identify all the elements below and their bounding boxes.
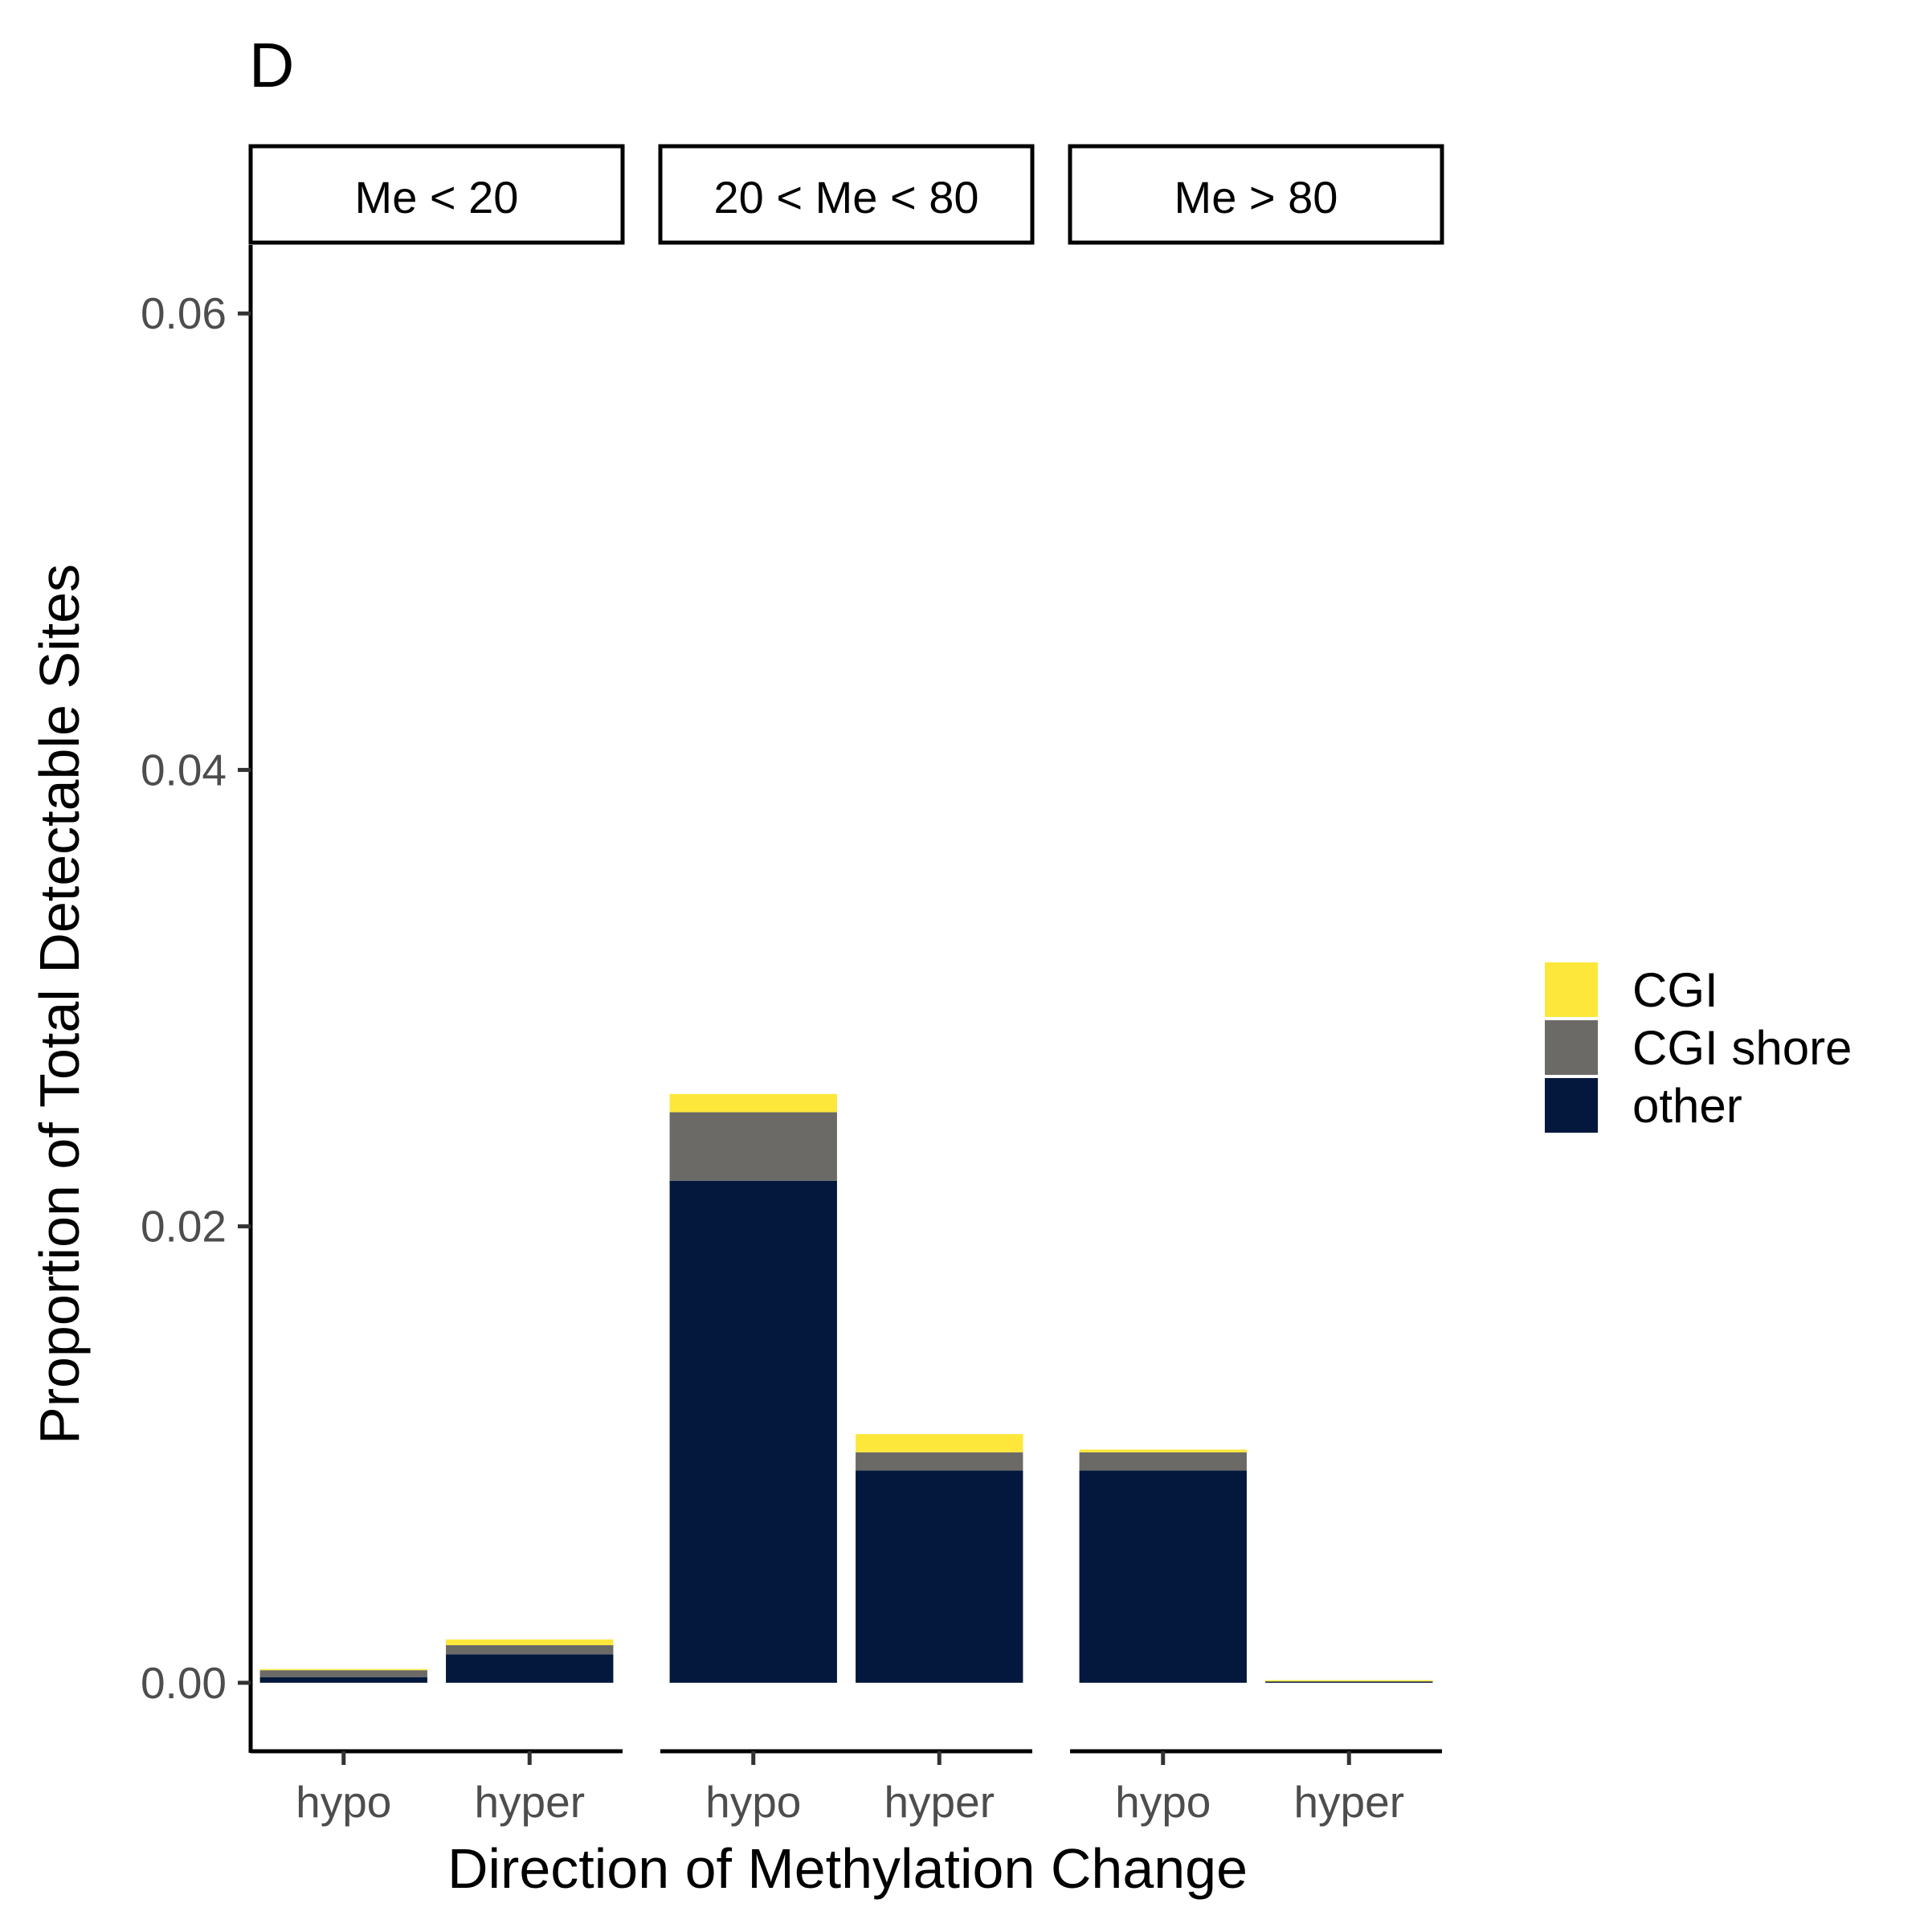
legend-swatch	[1545, 1078, 1598, 1133]
bar-segment-cgi	[856, 1434, 1023, 1452]
bar-segment-cgi-shore	[446, 1644, 614, 1655]
x-tick-label: hypo	[296, 1777, 391, 1827]
legend-swatch	[1545, 962, 1598, 1017]
y-axis: 0.00 0.02 0.04 0.06	[141, 245, 253, 1753]
x-axis-title: Direction of Methylation Change	[447, 1837, 1248, 1900]
bar-segment-other	[1265, 1681, 1433, 1683]
bar-segment-cgi	[1265, 1680, 1433, 1682]
bar-segment-cgi-shore	[259, 1670, 427, 1677]
x-tick-label: hypo	[1115, 1777, 1211, 1827]
facet-strip-label: Me > 80	[1174, 172, 1338, 223]
bar-segment-other	[446, 1654, 614, 1683]
bar-segment-other	[669, 1180, 837, 1683]
x-tick-label: hyper	[474, 1777, 585, 1827]
bar-segment-other	[1079, 1470, 1247, 1683]
panel-label: D	[249, 30, 294, 100]
bar-segment-other	[259, 1677, 427, 1683]
y-tick-label: 0.06	[141, 288, 227, 338]
y-axis-title: Proportion of Total Detectable Sites	[28, 564, 91, 1444]
facet-strip-label: 20 < Me < 80	[713, 172, 978, 223]
x-tick-label: hyper	[1293, 1777, 1404, 1827]
bar-segment-cgi	[259, 1669, 427, 1671]
facet-strip	[1068, 144, 1444, 245]
x-axes: hypo hyper hypo hyper hypo hyper	[251, 1749, 1442, 1827]
facet-strip	[658, 144, 1035, 245]
y-tick-label: 0.04	[141, 745, 227, 794]
bar-segment-cgi	[446, 1639, 614, 1645]
bars	[259, 1093, 1433, 1683]
facet-strips: Me < 20 20 < Me < 80 Me > 80	[248, 144, 1444, 245]
x-tick-label: hyper	[884, 1777, 995, 1827]
bar-segment-cgi-shore	[669, 1112, 837, 1181]
facet-strip-label: Me < 20	[355, 172, 519, 223]
bar-segment-cgi	[669, 1093, 837, 1113]
bar-segment-cgi	[1079, 1449, 1247, 1452]
x-tick-label: hypo	[705, 1777, 801, 1827]
bar-segment-other	[856, 1470, 1023, 1683]
y-tick-label: 0.00	[141, 1658, 227, 1708]
legend-label: CGI shore	[1632, 1021, 1852, 1075]
legend-label: CGI	[1632, 963, 1718, 1017]
bar-segment-cgi-shore	[1079, 1452, 1247, 1471]
legend-swatch	[1545, 1020, 1598, 1075]
facet-strip	[248, 144, 625, 245]
legend-label: other	[1632, 1079, 1742, 1133]
bar-segment-cgi-shore	[856, 1452, 1023, 1471]
y-tick-label: 0.02	[141, 1202, 227, 1252]
